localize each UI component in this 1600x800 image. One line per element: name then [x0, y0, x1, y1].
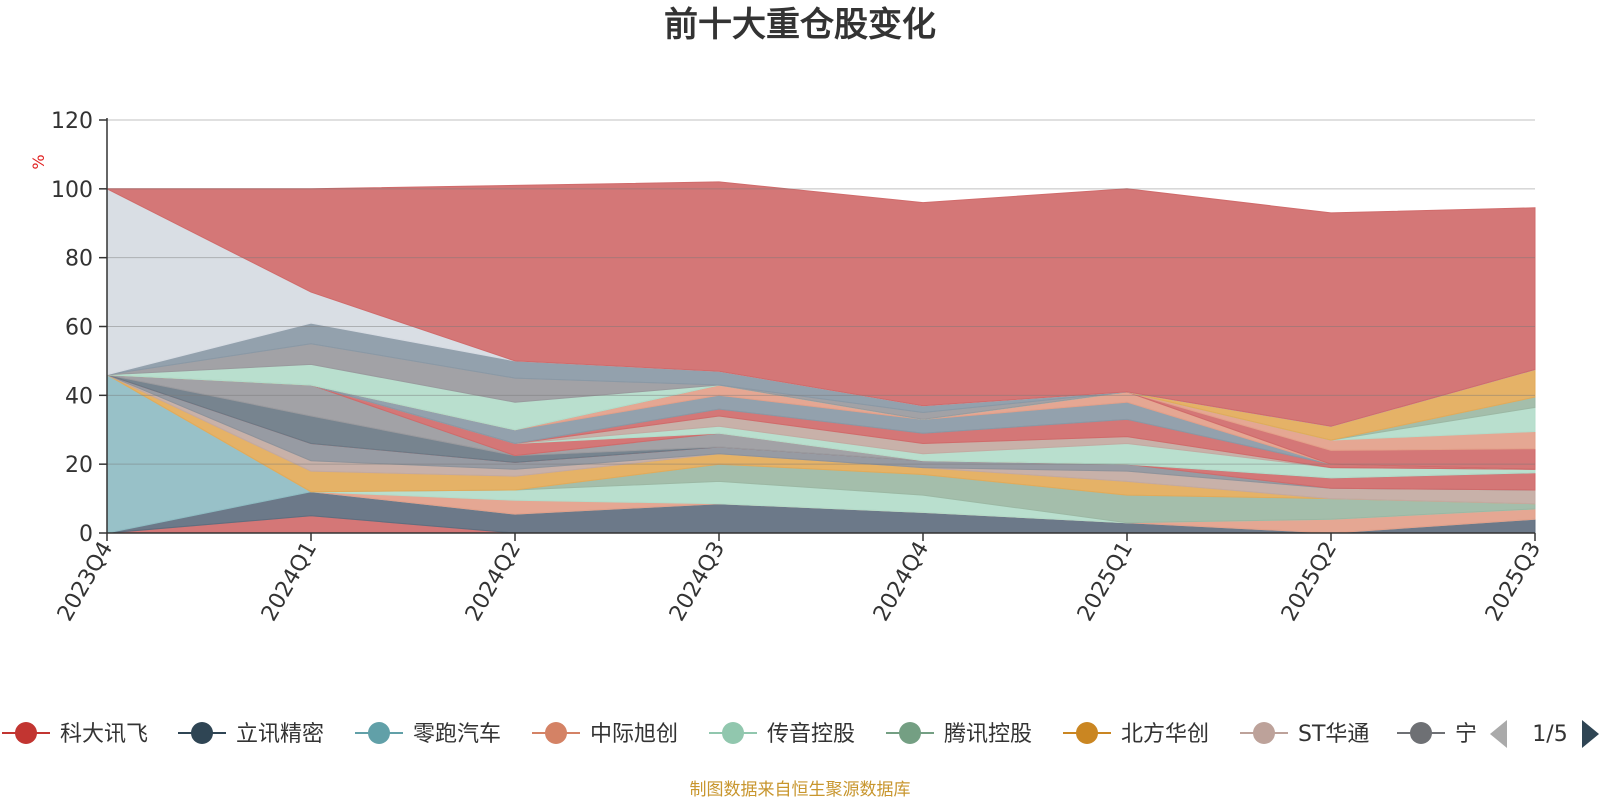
legend-label: 零跑汽车: [413, 722, 501, 747]
legend-label: ST华通: [1298, 722, 1369, 747]
legend-label: 北方华创: [1121, 722, 1209, 747]
legend-item[interactable]: 零跑汽车: [355, 722, 501, 747]
y-tick-label: 80: [65, 247, 93, 272]
legend-page-indicator: 1/5: [1532, 722, 1567, 747]
legend-label: 中际旭创: [590, 722, 678, 747]
legend-marker: [722, 722, 744, 744]
legend-label: 立讯精密: [236, 722, 324, 747]
chart-title: 前十大重仓股变化: [664, 5, 936, 45]
legend-item[interactable]: ST华通: [1240, 722, 1369, 747]
legend-label: 科大讯飞: [60, 722, 148, 747]
legend-marker: [545, 722, 567, 744]
x-tick-label: 2024Q2: [461, 538, 526, 626]
legend-item[interactable]: 北方华创: [1063, 722, 1209, 747]
legend-item[interactable]: 中际旭创: [532, 722, 678, 747]
x-tick-label: 2024Q4: [869, 538, 934, 626]
gridlines: [107, 119, 1535, 465]
legend-marker: [1410, 722, 1432, 744]
legend-items: 科大讯飞 立讯精密 零跑汽车 中际旭创 传音控股 腾讯控股 北方华创 ST华通 宁: [2, 722, 1477, 747]
source-note: 制图数据来自恒生聚源数据库: [690, 780, 911, 800]
x-tick-label: 2025Q1: [1073, 538, 1138, 626]
legend-next-page-icon[interactable]: [1582, 720, 1599, 748]
y-tick-label: 20: [65, 453, 93, 478]
y-tick-label: 100: [51, 178, 93, 203]
x-tick-label: 2025Q2: [1277, 538, 1342, 626]
area-series-28: [106, 181, 1536, 427]
legend-marker: [191, 722, 213, 744]
legend-item[interactable]: 宁: [1397, 722, 1477, 747]
legend-marker: [15, 722, 37, 744]
x-tick-label: 2025Q3: [1481, 538, 1546, 626]
y-tick-label: 40: [65, 384, 93, 409]
y-tick-label: 60: [65, 316, 93, 341]
legend-marker: [1076, 722, 1098, 744]
legend-item[interactable]: 腾讯控股: [886, 722, 1032, 747]
y-tick-label: 0: [79, 522, 93, 547]
legend-label: 宁: [1455, 722, 1477, 747]
x-tick-label: 2024Q1: [257, 538, 322, 626]
y-axis-unit: %: [29, 154, 48, 169]
x-tick-label: 2024Q3: [665, 538, 730, 626]
legend-prev-page-icon[interactable]: [1490, 720, 1507, 748]
legend-item[interactable]: 传音控股: [709, 722, 855, 747]
legend-label: 传音控股: [767, 722, 855, 747]
legend-marker: [1253, 722, 1275, 744]
x-tick-label: 2023Q4: [53, 538, 118, 626]
legend-item[interactable]: 立讯精密: [178, 722, 324, 747]
area-series-group: [106, 181, 1536, 534]
legend-label: 腾讯控股: [944, 722, 1032, 747]
legend[interactable]: 科大讯飞 立讯精密 零跑汽车 中际旭创 传音控股 腾讯控股 北方华创 ST华通 宁 1/5: [2, 720, 1599, 748]
legend-item[interactable]: 科大讯飞: [2, 722, 148, 747]
y-tick-label: 120: [51, 109, 93, 134]
legend-marker: [899, 722, 921, 744]
legend-marker: [368, 722, 390, 744]
